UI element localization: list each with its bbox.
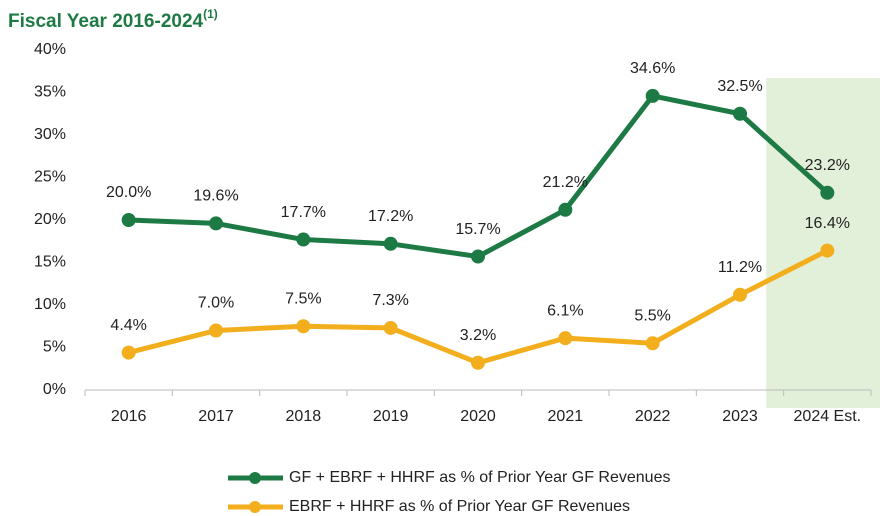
data-label: 16.4% [805, 215, 850, 232]
y-tick-label: 30% [34, 126, 66, 143]
data-label: 23.2% [805, 157, 850, 174]
data-label: 5.5% [634, 307, 670, 324]
y-tick-label: 40% [34, 41, 66, 58]
data-label: 17.2% [368, 208, 413, 225]
data-point [645, 88, 660, 103]
data-point [121, 213, 136, 227]
title-text: Fiscal Year 2016-2024 [8, 11, 204, 32]
y-tick-label: 5% [43, 339, 66, 356]
y-tick-label: 35% [34, 84, 66, 101]
y-tick-label: 15% [34, 254, 66, 271]
data-point [209, 323, 223, 338]
data-point [209, 216, 223, 231]
legend-swatch-marker [249, 472, 261, 484]
data-point [471, 355, 485, 370]
data-point [558, 202, 573, 217]
data-point [296, 232, 311, 247]
data-point [383, 236, 398, 251]
data-point [820, 185, 835, 200]
data-point [820, 243, 835, 258]
data-label: 11.2% [718, 259, 762, 276]
x-tick-label: 2021 [548, 408, 584, 425]
data-label: 7.3% [372, 292, 408, 309]
data-point [558, 331, 573, 346]
y-tick-label: 10% [34, 296, 66, 313]
legend-label: GF + EBRF + HHRF as % of Prior Year GF R… [289, 469, 670, 486]
highlight-region [766, 78, 880, 408]
title-superscript: (1) [203, 7, 218, 21]
data-point [645, 336, 660, 351]
y-tick-label: 25% [34, 169, 66, 186]
data-point [733, 106, 747, 121]
x-tick-label: 2017 [198, 408, 234, 425]
x-tick-label: 2020 [460, 408, 496, 425]
data-label: 20.0% [106, 184, 151, 201]
data-label: 6.1% [547, 302, 583, 319]
data-point [296, 319, 311, 334]
data-label: 34.6% [630, 60, 675, 77]
data-label: 15.7% [455, 221, 500, 238]
data-label: 7.5% [285, 290, 321, 307]
x-tick-label: 2018 [286, 408, 322, 425]
data-label: 3.2% [460, 327, 496, 344]
data-label: 19.6% [193, 188, 238, 205]
data-point [733, 287, 747, 302]
data-label: 4.4% [110, 317, 146, 334]
data-label: 32.5% [717, 78, 762, 95]
x-tick-label: 2024 Est. [794, 408, 862, 425]
y-tick-label: 0% [43, 381, 66, 398]
x-tick-label: 2019 [373, 408, 409, 425]
y-tick-label: 20% [34, 211, 66, 228]
x-tick-label: 2022 [635, 408, 671, 425]
data-point [383, 320, 398, 335]
legend-label: EBRF + HHRF as % of Prior Year GF Revenu… [289, 498, 630, 515]
data-label: 17.7% [281, 204, 326, 221]
data-label: 21.2% [543, 174, 588, 191]
data-point [471, 249, 485, 264]
data-label: 7.0% [198, 295, 234, 312]
data-point [121, 345, 136, 360]
chart-title: Fiscal Year 2016-2024(1) [8, 7, 218, 32]
x-tick-label: 2023 [722, 408, 758, 425]
x-tick-label: 2016 [111, 408, 147, 425]
legend-swatch-marker [249, 501, 261, 513]
